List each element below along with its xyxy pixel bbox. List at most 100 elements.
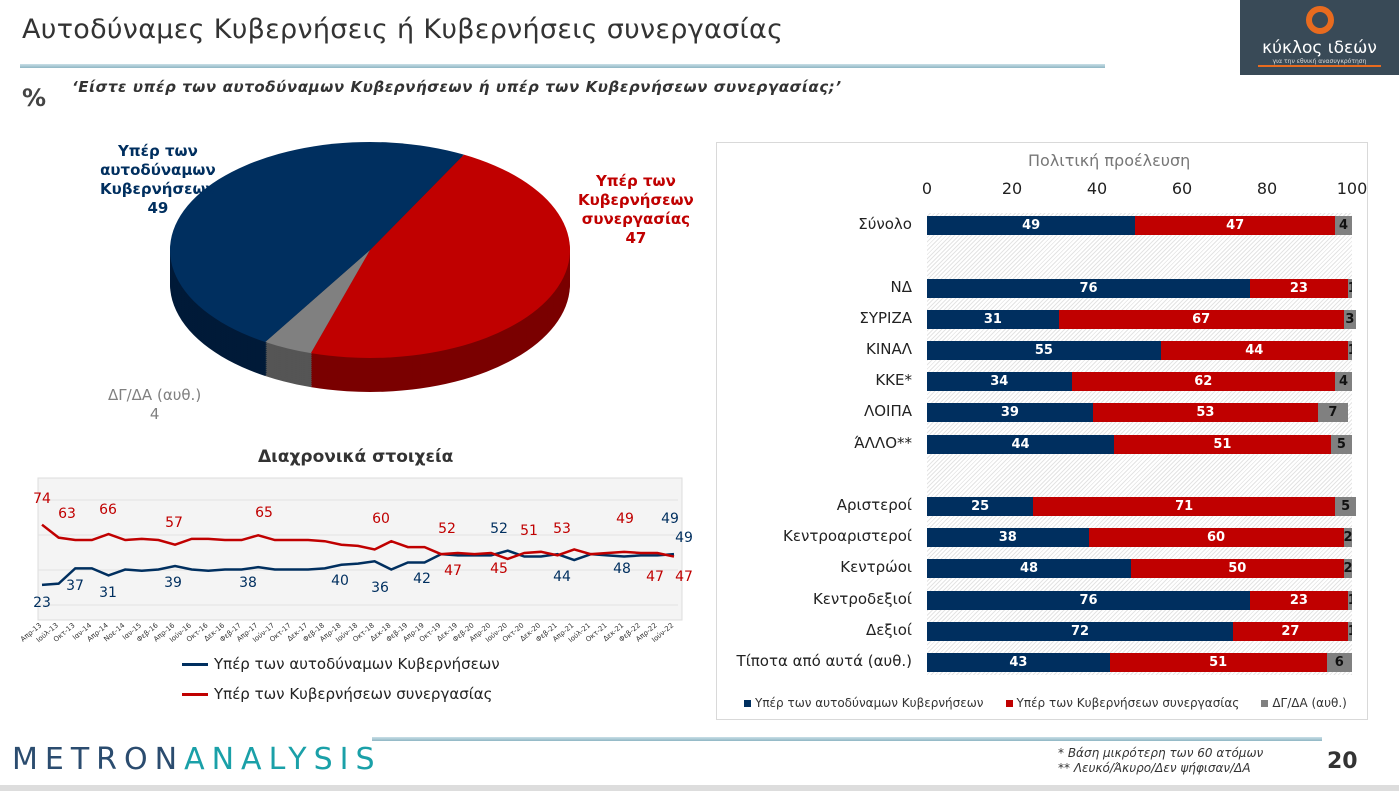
data-label: 51 (520, 523, 538, 539)
bar-segment: 25 (927, 497, 1034, 516)
bar-segment: 49 (927, 216, 1136, 235)
pie-label-line: ΔΓ/ΔΑ (αυθ.) (108, 386, 202, 404)
legend-label: Υπέρ των Κυβερνήσεων συνεργασίας (1016, 696, 1240, 710)
bar-segment: 34 (927, 372, 1072, 391)
pie-slice-red (310, 154, 570, 358)
page-number: 20 (1327, 749, 1358, 774)
category-label: Κεντροαριστεροί (783, 527, 912, 545)
bar-segment: 3 (1343, 310, 1357, 329)
legend-item-gray: ΔΓ/ΔΑ (αυθ.) (1261, 696, 1347, 710)
bar-segment: 2 (1343, 559, 1352, 578)
data-label: 45 (490, 561, 508, 577)
footnote: * Βάση μικρότερη των 60 ατόμων (1058, 746, 1264, 760)
pie-label-line: συνεργασίας (581, 210, 691, 228)
legend-swatch (1005, 700, 1013, 707)
pie-label-line: Υπέρ των (595, 172, 676, 190)
category-label: Σύνολο (858, 215, 912, 233)
brand-part: ANALYSIS (184, 742, 382, 777)
line-series-blue (41, 549, 675, 587)
bar-segment: 51 (1114, 435, 1331, 454)
bar-segment: 44 (1160, 341, 1348, 360)
bar-segment: 67 (1058, 310, 1344, 329)
footnote: ** Λευκό/Άκυρο/Δεν ψήφισαν/ΔΑ (1058, 761, 1251, 775)
kyklos-ideon-logo: κύκλος ιδεών για την εθνική ανασυγκρότησ… (1240, 0, 1399, 75)
line-chart: 23 37 31 39 38 40 36 42 52 44 48 49 49 74 63 66 57 65 60 52… (19, 477, 693, 644)
data-label: 57 (165, 515, 183, 531)
data-label: 47 (675, 569, 693, 585)
bar-segment: 1 (1347, 591, 1352, 610)
category-label: Τίποτα από αυτά (αυθ.) (736, 652, 912, 670)
pie-label-line: Υπέρ των (117, 142, 198, 160)
pie-label-line: αυτοδύναμων (100, 161, 216, 179)
data-label: 47 (444, 563, 462, 579)
pie-label-line: Κυβερνήσεων (100, 180, 216, 198)
bar-segment: 6 (1326, 653, 1352, 672)
percent-symbol: % (22, 84, 47, 112)
survey-question: ‘Είστε υπέρ των αυτοδύναμων Κυβερνήσεων … (72, 78, 842, 96)
data-label: 52 (438, 521, 456, 537)
pie-slice-gray (265, 250, 370, 354)
bar-segment: 51 (1109, 653, 1327, 672)
category-label: ΣΥΡΙΖΑ (859, 309, 912, 327)
legend-item-red: Υπέρ των Κυβερνήσεων συνεργασίας (1005, 696, 1240, 710)
data-label: 47 (646, 569, 664, 585)
legend-swatch (744, 700, 751, 707)
bar-segment: 47 (1135, 216, 1335, 235)
footnotes: * Βάση μικρότερη των 60 ατόμων ** Λευκό/Ά… (1058, 746, 1263, 776)
bar-segment: 5 (1330, 435, 1352, 454)
data-label: 42 (413, 571, 431, 587)
bar-segment: 4 (1335, 216, 1352, 235)
bar-segment: 39 (927, 403, 1093, 422)
bar-segment: 50 (1131, 559, 1344, 578)
legend-item-blue: Υπέρ των αυτοδύναμων Κυβερνήσεων (182, 655, 500, 673)
data-label: 39 (164, 575, 182, 591)
brand-part: METRON (12, 742, 185, 777)
data-label: 53 (553, 521, 571, 537)
data-label: 48 (613, 561, 631, 577)
legend-label: Υπέρ των Κυβερνήσεων συνεργασίας (214, 685, 493, 703)
legend-swatch (182, 662, 208, 666)
bar-segment: 23 (1250, 591, 1348, 610)
data-label: 49 (616, 511, 634, 527)
pie-label-red: Υπέρ των Κυβερνήσεων συνεργασίας 47 (578, 172, 694, 248)
category-label: Δεξιοί (865, 621, 912, 639)
bar-segment: 4 (1335, 372, 1352, 391)
legend-swatch (1261, 700, 1269, 707)
category-label: Κεντροδεξιοί (812, 590, 912, 608)
bar-segment: 1 (1347, 622, 1352, 641)
metron-analysis-logo: METRONANALYSIS (12, 742, 382, 777)
data-label: 36 (371, 580, 389, 596)
bar-segment: 43 (927, 653, 1110, 672)
pie-slice-blue (169, 141, 464, 342)
bar-segment: 44 (927, 435, 1114, 454)
legend-label: Υπέρ των αυτοδύναμων Κυβερνήσεων (755, 696, 984, 710)
bottom-band (0, 785, 1399, 791)
data-label: 44 (553, 569, 571, 585)
bar-segment: 53 (1092, 403, 1318, 422)
bar-segment: 71 (1033, 497, 1335, 516)
x-tick-label: 20 (1001, 179, 1023, 198)
bar-chart-panel (716, 142, 1368, 720)
data-label: 37 (66, 578, 84, 594)
x-tick-label: 100 (1336, 179, 1368, 198)
data-label: 49 (661, 511, 679, 527)
pie-label-gray: ΔΓ/ΔΑ (αυθ.) 4 (108, 386, 201, 424)
x-tick-label: 60 (1171, 179, 1193, 198)
data-label: 40 (331, 573, 349, 589)
x-tick-label: 80 (1256, 179, 1278, 198)
logo-name: κύκλος ιδεών (1262, 38, 1377, 58)
bar-segment: 76 (927, 279, 1250, 298)
data-label: 63 (58, 506, 76, 522)
data-label: 52 (490, 521, 508, 537)
line-plot-area (37, 477, 683, 621)
data-label: 38 (239, 575, 257, 591)
legend-item-red: Υπέρ των Κυβερνήσεων συνεργασίας (182, 685, 493, 703)
bar-segment: 27 (1233, 622, 1348, 641)
bar-segment: 62 (1071, 372, 1335, 391)
pie-value: 49 (147, 199, 169, 217)
x-tick-label: 40 (1086, 179, 1108, 198)
line-chart-title: Διαχρονικά στοιχεία (258, 447, 454, 467)
data-label: 31 (99, 585, 117, 601)
category-label: ΛΟΙΠΑ (863, 402, 912, 420)
bar-segment: 48 (927, 559, 1131, 578)
